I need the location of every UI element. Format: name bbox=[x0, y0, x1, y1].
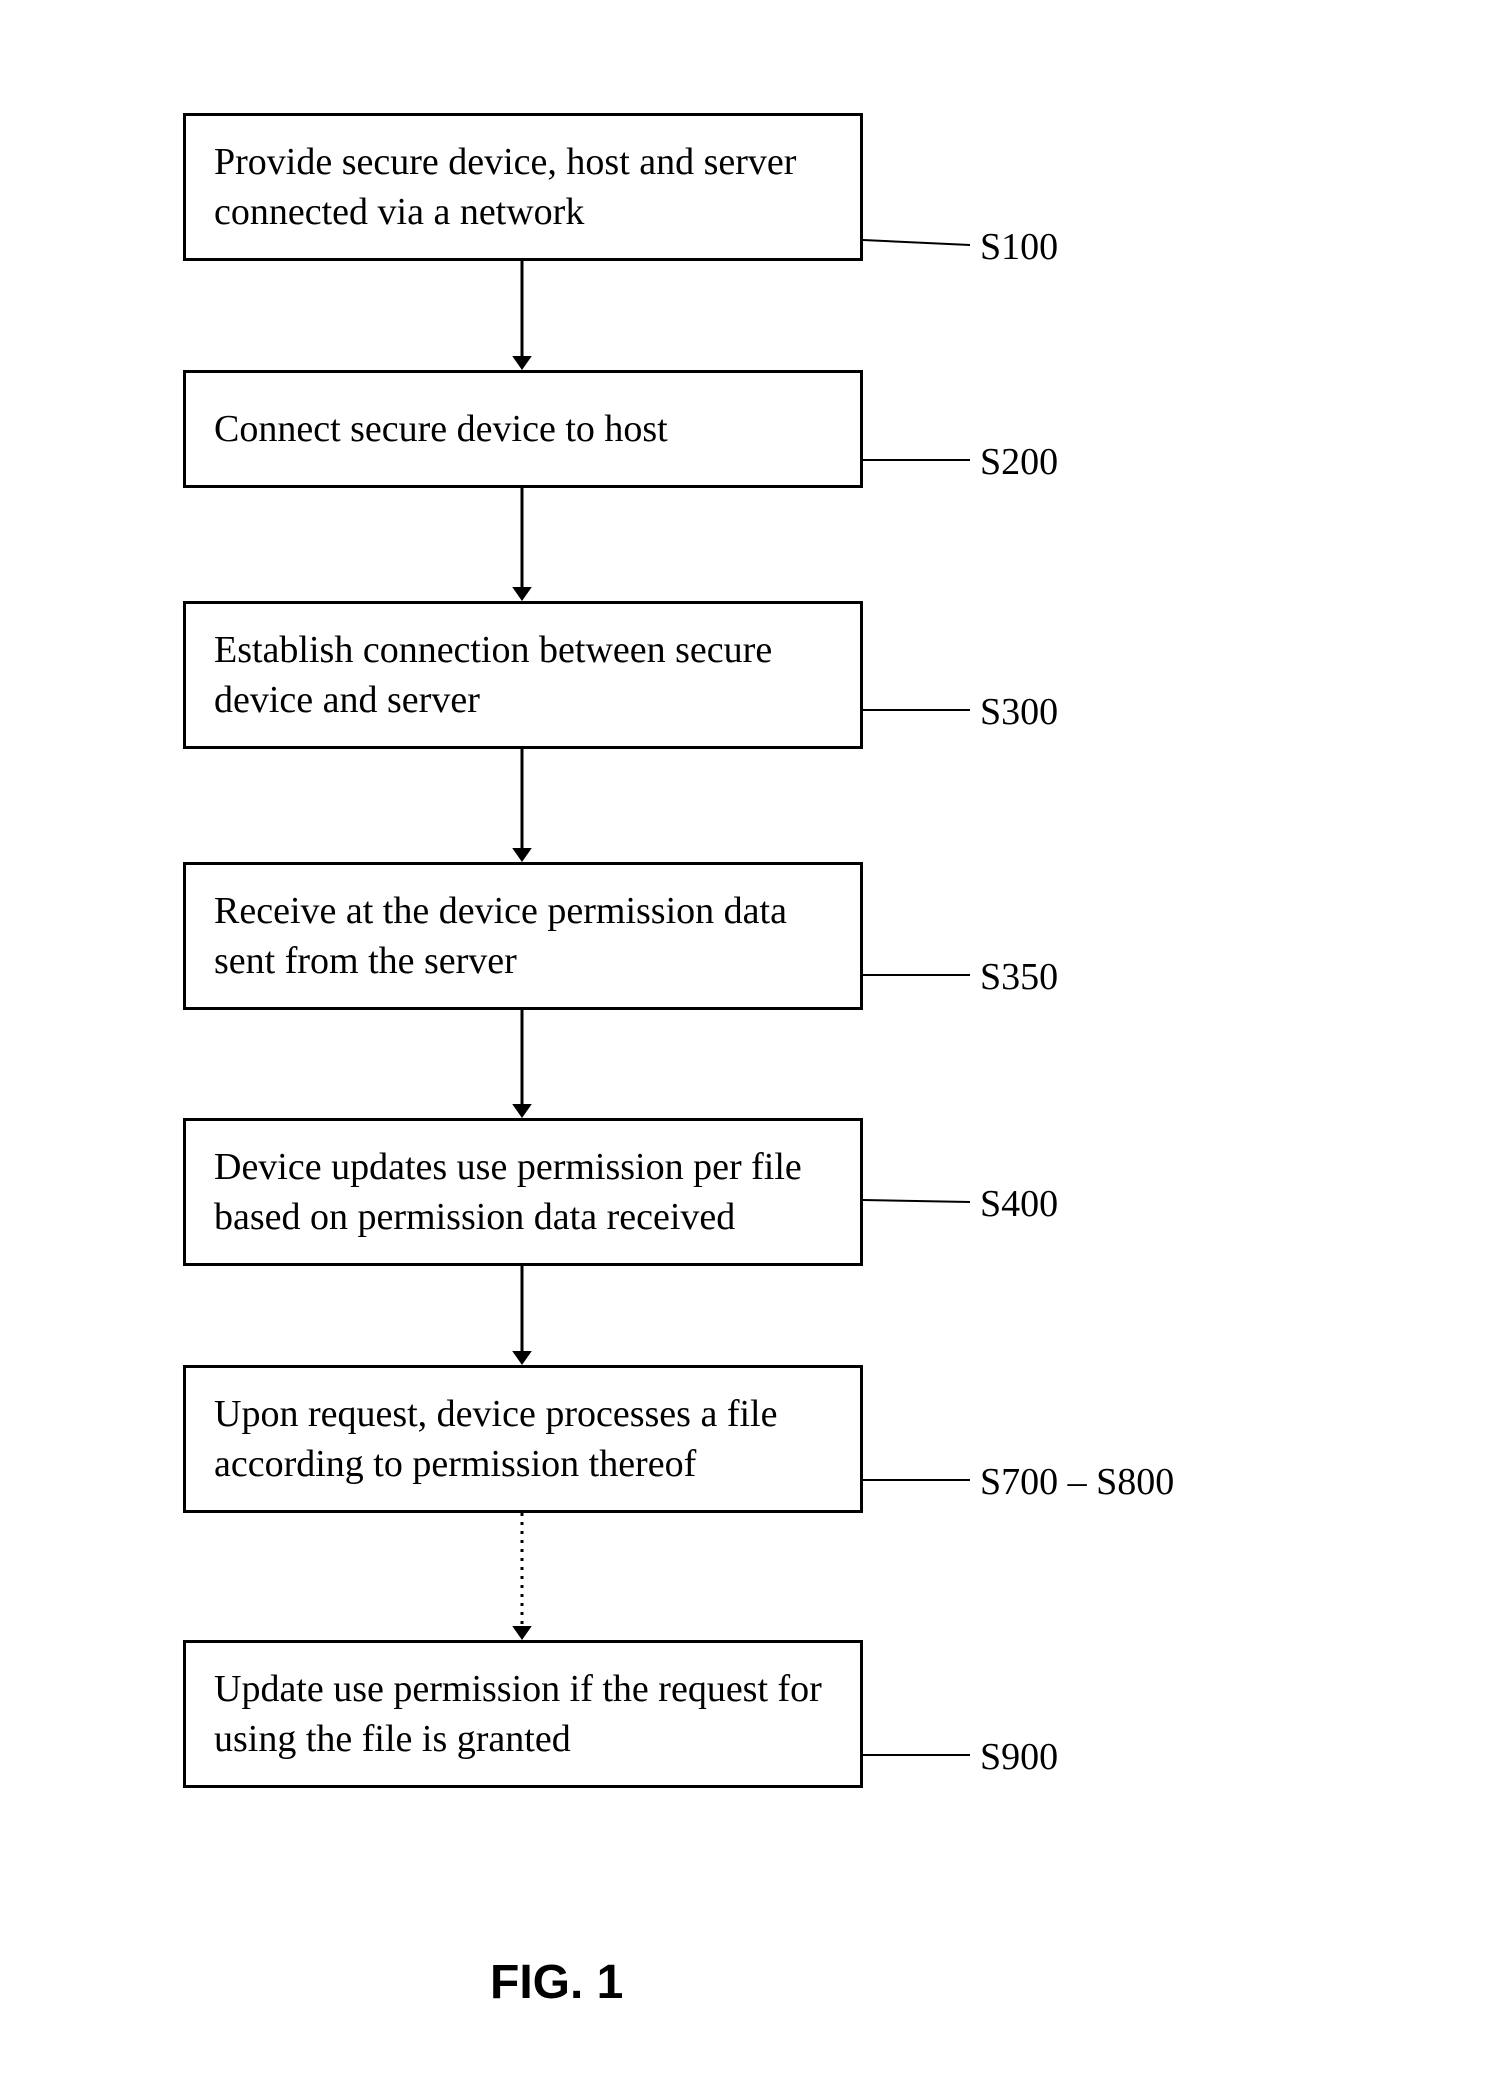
flow-arrow bbox=[502, 1266, 542, 1365]
flow-step-1: Provide secure device, host and server c… bbox=[183, 113, 863, 261]
flow-arrow bbox=[502, 488, 542, 601]
figure-caption: FIG. 1 bbox=[490, 1955, 623, 2010]
flow-arrow bbox=[502, 1010, 542, 1118]
flow-step-label: S200 bbox=[980, 440, 1058, 484]
flow-step-label: S400 bbox=[980, 1182, 1058, 1226]
flow-step-label: S300 bbox=[980, 690, 1058, 734]
flow-step-text: Provide secure device, host and server c… bbox=[214, 137, 832, 237]
flow-step-text: Update use permission if the request for… bbox=[214, 1664, 832, 1764]
flow-arrow bbox=[502, 261, 542, 370]
flow-step-5: Device updates use permission per file b… bbox=[183, 1118, 863, 1266]
flow-arrow bbox=[502, 749, 542, 862]
flow-step-7: Update use permission if the request for… bbox=[183, 1640, 863, 1788]
flow-step-4: Receive at the device permission data se… bbox=[183, 862, 863, 1010]
leader-line bbox=[861, 953, 972, 987]
flow-step-label: S350 bbox=[980, 955, 1058, 999]
flow-step-label: S100 bbox=[980, 225, 1058, 269]
flow-step-label: S900 bbox=[980, 1735, 1058, 1779]
leader-line bbox=[861, 223, 972, 257]
leader-line bbox=[861, 1733, 972, 1767]
flow-step-label: S700 – S800 bbox=[980, 1460, 1174, 1504]
flow-step-text: Connect secure device to host bbox=[214, 404, 668, 454]
flow-step-3: Establish connection between secure devi… bbox=[183, 601, 863, 749]
flowchart-canvas: Provide secure device, host and server c… bbox=[0, 0, 1495, 2083]
flow-step-2: Connect secure device to host bbox=[183, 370, 863, 488]
flow-step-text: Receive at the device permission data se… bbox=[214, 886, 832, 986]
flow-step-text: Upon request, device processes a file ac… bbox=[214, 1389, 832, 1489]
leader-line bbox=[861, 1180, 972, 1214]
leader-line bbox=[861, 688, 972, 722]
flow-arrow bbox=[502, 1513, 542, 1640]
leader-line bbox=[861, 1458, 972, 1492]
flow-step-6: Upon request, device processes a file ac… bbox=[183, 1365, 863, 1513]
leader-line bbox=[861, 438, 972, 472]
flow-step-text: Establish connection between secure devi… bbox=[214, 625, 832, 725]
flow-step-text: Device updates use permission per file b… bbox=[214, 1142, 832, 1242]
